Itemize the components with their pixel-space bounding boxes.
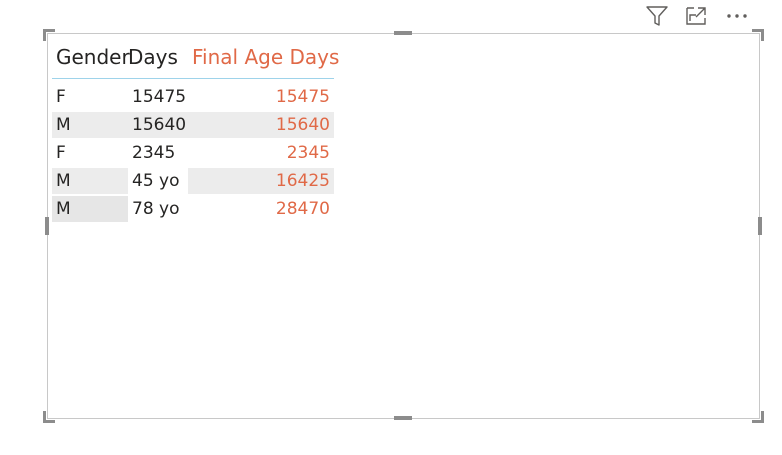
table-row[interactable]: M 78 yo 28470 [52, 195, 334, 223]
cell-days[interactable]: 45 yo [128, 168, 188, 194]
cell-final-age-days[interactable]: 15640 [188, 112, 334, 138]
cell-days[interactable]: 15475 [132, 87, 187, 107]
resize-handle-top-left[interactable] [43, 29, 55, 41]
more-options-icon [727, 14, 747, 18]
cell-gender[interactable]: F [56, 87, 66, 107]
column-header-gender[interactable]: Gender [56, 45, 130, 69]
cell-days[interactable]: 78 yo [132, 199, 180, 219]
cell-final-age-days[interactable]: 2345 [286, 143, 330, 163]
resize-handle-right[interactable] [758, 217, 762, 235]
resize-handle-top[interactable] [394, 31, 412, 35]
column-header-days[interactable]: Days [128, 45, 178, 69]
resize-handle-bottom-left[interactable] [43, 411, 55, 423]
cell-gender[interactable]: F [56, 143, 66, 163]
filter-icon [646, 6, 668, 26]
table-row[interactable]: M 15640 15640 [52, 111, 334, 139]
visual-header-toolbar [644, 4, 750, 28]
resize-handle-bottom-right[interactable] [752, 411, 764, 423]
cell-final-age-days[interactable]: 15475 [275, 87, 330, 107]
cell-final-age-days[interactable]: 16425 [188, 168, 334, 194]
column-header-final-age-days[interactable]: Final Age Days [192, 45, 340, 69]
focus-mode-icon [686, 7, 706, 25]
table-visual: Gender Days Final Age Days F 15475 15475… [52, 36, 340, 223]
more-options-button[interactable] [724, 4, 750, 28]
cell-gender[interactable]: M [52, 112, 128, 138]
resize-handle-bottom[interactable] [394, 416, 412, 420]
table-header-row: Gender Days Final Age Days [52, 36, 340, 79]
focus-mode-button[interactable] [684, 4, 710, 28]
table-row[interactable]: M 45 yo 16425 [52, 167, 334, 195]
filter-button[interactable] [644, 4, 670, 28]
resize-handle-top-right[interactable] [752, 29, 764, 41]
cell-gender[interactable]: M [52, 168, 128, 194]
resize-handle-left[interactable] [45, 217, 49, 235]
cell-days[interactable]: 15640 [128, 112, 188, 138]
cell-final-age-days[interactable]: 28470 [275, 199, 330, 219]
cell-gender[interactable]: M [52, 196, 128, 222]
table-body: F 15475 15475 M 15640 15640 F 2345 2345 … [52, 79, 334, 223]
cell-days[interactable]: 2345 [132, 143, 176, 163]
table-row[interactable]: F 2345 2345 [52, 139, 334, 167]
table-row[interactable]: F 15475 15475 [52, 83, 334, 111]
